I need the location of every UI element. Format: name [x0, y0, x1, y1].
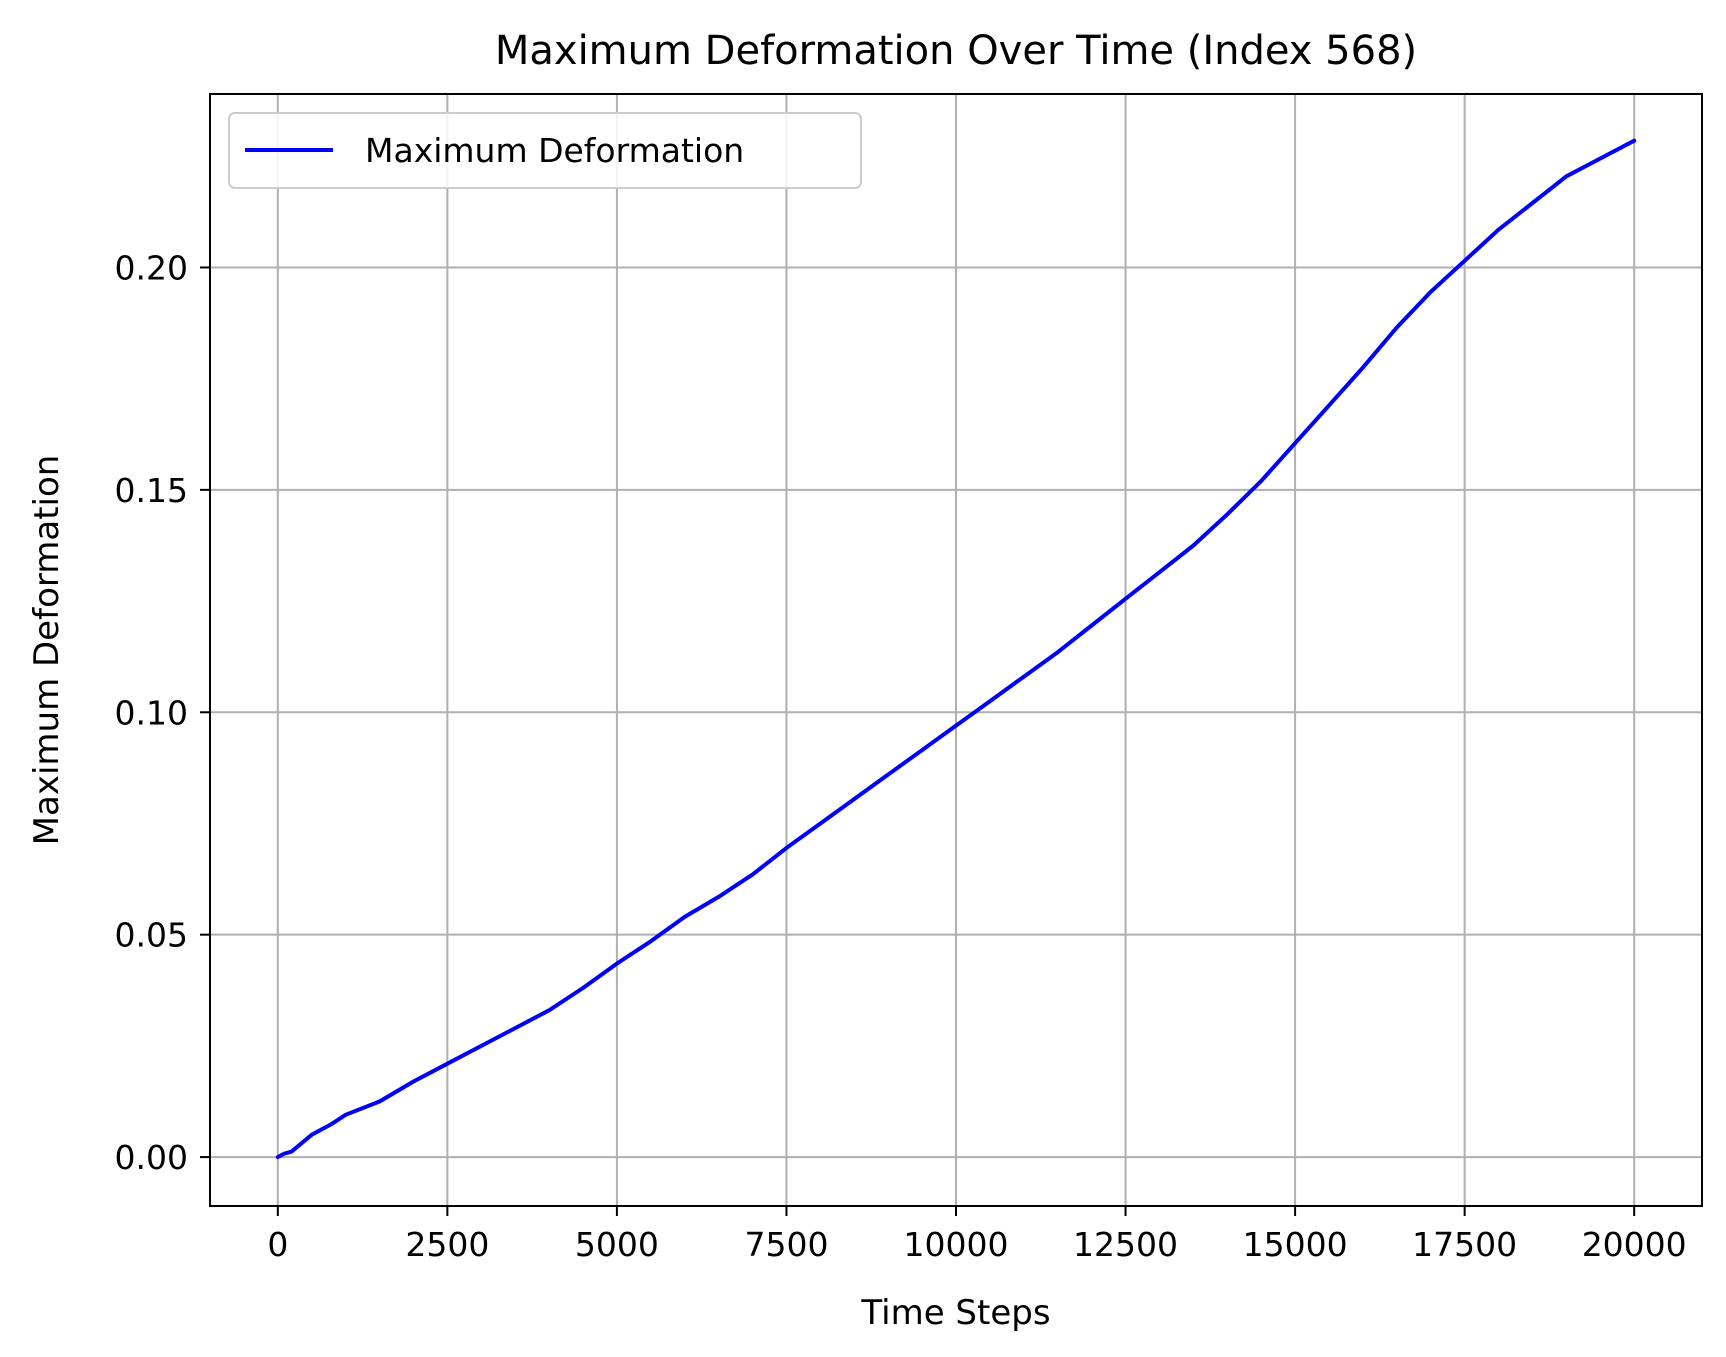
x-tick-label: 5000 [575, 1225, 659, 1264]
y-tick-label: 0.05 [115, 916, 188, 955]
x-tick-label: 2500 [405, 1225, 489, 1264]
grid-lines [210, 94, 1702, 1206]
y-tick-label: 0.00 [115, 1138, 188, 1177]
y-tick-label: 0.10 [115, 693, 188, 732]
legend-label: Maximum Deformation [365, 131, 744, 170]
y-tick-label: 0.15 [115, 471, 188, 510]
x-tick-label: 12500 [1073, 1225, 1178, 1264]
chart-title: Maximum Deformation Over Time (Index 568… [495, 28, 1417, 74]
x-tick-label: 15000 [1243, 1225, 1348, 1264]
series-layer [275, 138, 1637, 1160]
y-axis-ticks: 0.00 0.05 0.10 0.15 0.20 [115, 248, 210, 1177]
x-tick-label: 17500 [1412, 1225, 1517, 1264]
y-axis-label: Maximum Deformation [27, 455, 67, 846]
legend-frame [228, 112, 862, 189]
x-axis-ticks: 0 2500 5000 7500 10000 12500 15000 17500 20000 [267, 1206, 1687, 1264]
x-axis-label: Time Steps [860, 1293, 1050, 1333]
x-tick-label: 20000 [1582, 1225, 1687, 1264]
x-tick-label: 0 [267, 1225, 288, 1264]
series-line-maximum-deformation [275, 138, 1637, 1160]
y-tick-label: 0.20 [115, 248, 188, 287]
x-tick-label: 10000 [904, 1225, 1009, 1264]
x-tick-label: 7500 [744, 1225, 828, 1264]
legend: Maximum Deformation [228, 112, 862, 189]
